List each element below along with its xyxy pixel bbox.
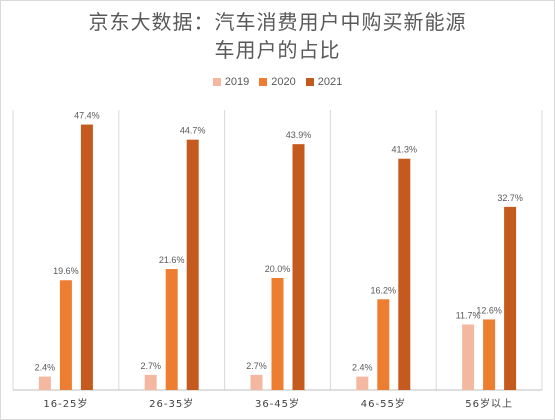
bar-2021-cat-4 <box>504 206 517 390</box>
data-label-2021-cat-0: 47.4% <box>74 111 100 121</box>
data-label-2021-cat-3: 41.3% <box>392 145 418 155</box>
data-label-2019-cat-1: 2.7% <box>140 361 161 371</box>
data-label-2019-cat-2: 2.7% <box>246 361 267 371</box>
bar-2020-cat-3 <box>377 299 390 390</box>
bar-2021-cat-0 <box>80 124 93 390</box>
category-label-3: 46-55岁 <box>361 397 406 410</box>
bar-2021-cat-2 <box>292 144 305 390</box>
bar-2019-cat-3 <box>356 376 369 390</box>
chart-title-line-1: 京东大数据：汽车消费用户中购买新能源 <box>88 10 467 34</box>
data-label-2019-cat-0: 2.4% <box>35 363 56 373</box>
bar-2019-cat-2 <box>250 374 263 390</box>
bar-2020-cat-0 <box>59 280 72 390</box>
bar-2019-cat-0 <box>38 376 51 390</box>
category-label-1: 26-35岁 <box>149 397 194 410</box>
legend-label-2021: 2021 <box>317 76 343 88</box>
legend-item-2020: 2020 <box>259 76 296 88</box>
category-label-4: 56岁以上 <box>465 397 513 410</box>
bar-2019-cat-4 <box>462 324 475 390</box>
bar-2020-cat-4 <box>483 319 496 390</box>
bar-2020-cat-1 <box>165 269 178 390</box>
bar-2021-cat-3 <box>398 158 411 390</box>
category-label-2: 36-45岁 <box>255 397 300 410</box>
data-label-2019-cat-3: 2.4% <box>352 363 373 373</box>
bar-2019-cat-1 <box>144 374 157 390</box>
data-label-2021-cat-4: 32.7% <box>497 193 523 203</box>
legend-swatch-2021 <box>305 78 314 86</box>
legend-label-2019: 2019 <box>224 76 250 88</box>
legend-label-2020: 2020 <box>271 76 296 88</box>
legend-swatch-2020 <box>259 78 268 86</box>
bar-2020-cat-2 <box>271 278 284 390</box>
data-label-2020-cat-0: 19.6% <box>53 266 79 276</box>
data-label-2021-cat-1: 44.7% <box>180 126 206 136</box>
data-label-2020-cat-1: 21.6% <box>159 255 185 265</box>
data-label-2020-cat-4: 12.6% <box>476 305 502 315</box>
data-label-2020-cat-2: 20.0% <box>265 264 291 274</box>
legend-swatch-2019 <box>212 78 221 86</box>
chart-title-line-2: 车用户的占比 <box>214 38 341 62</box>
data-label-2020-cat-3: 16.2% <box>371 285 397 295</box>
legend-item-2021: 2021 <box>305 76 343 88</box>
legend-item-2019: 2019 <box>212 76 250 88</box>
data-label-2019-cat-4: 11.7% <box>456 310 481 320</box>
chart-legend: 2019 2020 2021 <box>0 76 555 88</box>
bar-2021-cat-1 <box>186 139 199 390</box>
category-label-0: 16-25岁 <box>43 397 88 410</box>
data-label-2021-cat-2: 43.9% <box>286 130 312 140</box>
